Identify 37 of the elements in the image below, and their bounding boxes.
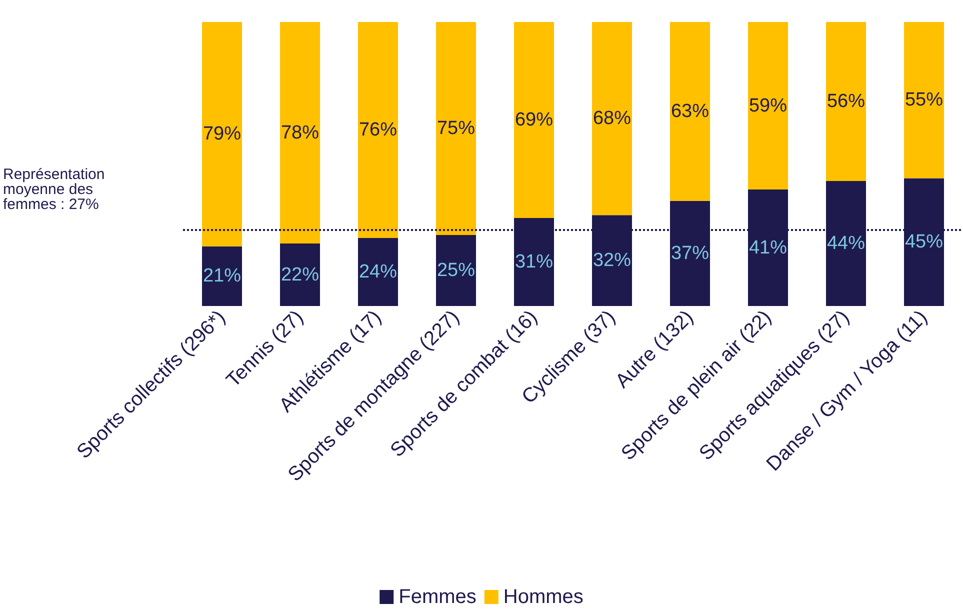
bar xyxy=(358,238,398,306)
data-label: 79% xyxy=(202,124,242,145)
data-label: 75% xyxy=(436,118,476,139)
data-label: 21% xyxy=(202,266,242,287)
bar xyxy=(436,22,476,235)
data-label: 44% xyxy=(826,233,866,254)
data-label: 32% xyxy=(592,250,632,272)
data-label: 56% xyxy=(826,91,866,112)
bar xyxy=(514,22,554,218)
bar xyxy=(280,244,320,306)
data-label: 45% xyxy=(904,232,944,253)
bar xyxy=(358,22,398,238)
bar xyxy=(202,22,242,246)
legend-label: Hommes xyxy=(503,586,584,608)
data-label: 63% xyxy=(670,100,710,122)
data-label: 69% xyxy=(514,109,554,130)
bar xyxy=(436,235,476,306)
data-label: 41% xyxy=(748,237,788,258)
ref-line-label: Représentation moyenne des femmes : 27% xyxy=(3,166,109,213)
data-label: 78% xyxy=(280,122,320,144)
bar xyxy=(748,22,788,190)
data-label: 68% xyxy=(592,108,632,130)
bar xyxy=(904,22,944,178)
data-label: 25% xyxy=(436,260,476,281)
bar xyxy=(670,22,710,201)
bar xyxy=(826,22,866,182)
legend-label: Femmes xyxy=(398,586,476,608)
data-label: 59% xyxy=(748,95,788,116)
bar xyxy=(202,246,242,306)
bar xyxy=(592,22,632,216)
data-label: 24% xyxy=(358,261,398,282)
data-label: 22% xyxy=(280,264,320,286)
bar xyxy=(280,22,320,244)
data-label: 55% xyxy=(904,90,944,111)
data-label: 31% xyxy=(514,251,554,272)
data-label: 37% xyxy=(670,242,710,264)
data-label: 76% xyxy=(358,119,398,140)
